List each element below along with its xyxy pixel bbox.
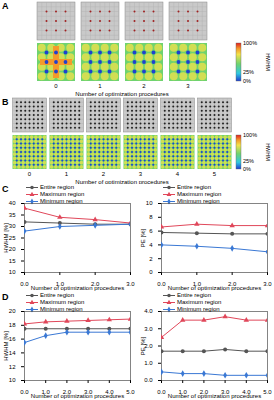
svg-text:Number of optimization procedu: Number of optimization procedures (168, 393, 261, 399)
svg-text:2: 2 (102, 171, 106, 177)
html-text:Entire region: Entire region (40, 184, 74, 190)
svg-text:100%: 100% (243, 132, 257, 138)
svg-text:0: 0 (149, 269, 153, 275)
svg-text:0%: 0% (243, 166, 251, 172)
svg-text:25%: 25% (243, 69, 254, 75)
svg-text:5.0: 5.0 (263, 389, 272, 395)
svg-text:8: 8 (149, 214, 153, 220)
svg-text:Number of optimization procedu: Number of optimization procedures (75, 91, 168, 97)
svg-text:20: 20 (9, 308, 16, 314)
svg-text:3: 3 (186, 83, 190, 89)
svg-text:12: 12 (9, 364, 16, 370)
html-text:Minimum region: Minimum region (177, 198, 220, 204)
svg-text:0.0: 0.0 (20, 281, 29, 287)
svg-text:25: 25 (9, 235, 16, 241)
html-text:Minimum region: Minimum region (40, 198, 83, 204)
svg-text:3.0: 3.0 (144, 326, 153, 332)
html-text:D: D (2, 292, 9, 302)
svg-text:16: 16 (9, 336, 16, 342)
svg-text:3.0: 3.0 (263, 281, 272, 287)
svg-text:Number of optimization procedu: Number of optimization procedures (75, 179, 168, 184)
svg-text:Number of optimization procedu: Number of optimization procedures (31, 393, 124, 399)
svg-text:0.0: 0.0 (144, 377, 153, 383)
html-text:Maximum region: Maximum region (177, 299, 222, 305)
svg-text:3.0: 3.0 (126, 281, 135, 287)
svg-text:25%: 25% (243, 158, 254, 164)
svg-text:HWHM [%]: HWHM [%] (3, 223, 9, 253)
html-text:Maximum region: Maximum region (40, 191, 85, 197)
svg-text:A: A (2, 1, 9, 11)
svg-text:4.0: 4.0 (144, 308, 153, 314)
svg-text:PE [%]: PE [%] (140, 336, 146, 355)
svg-text:HWHM: HWHM (265, 53, 271, 71)
svg-text:10: 10 (9, 269, 16, 275)
svg-text:0.0: 0.0 (157, 281, 166, 287)
svg-text:HWHM [%]: HWHM [%] (3, 331, 9, 361)
svg-text:1: 1 (98, 83, 102, 89)
svg-text:HWHM: HWHM (265, 143, 271, 161)
html-text:Minimum region: Minimum region (40, 306, 83, 312)
svg-text:15: 15 (9, 258, 16, 264)
svg-text:Number of optimization procedu: Number of optimization procedures (31, 285, 124, 291)
svg-text:20: 20 (9, 246, 16, 252)
svg-text:0%: 0% (243, 78, 251, 84)
svg-text:1: 1 (65, 171, 69, 177)
svg-text:100%: 100% (243, 40, 257, 46)
svg-text:4: 4 (149, 242, 153, 248)
html-text:Entire region: Entire region (40, 292, 74, 298)
svg-text:2: 2 (149, 256, 153, 262)
svg-text:0: 0 (54, 83, 58, 89)
svg-text:40: 40 (9, 200, 16, 206)
html-text:C: C (2, 184, 9, 194)
svg-text:0: 0 (28, 171, 32, 177)
svg-text:4: 4 (176, 171, 180, 177)
svg-text:0.0: 0.0 (157, 389, 166, 395)
html-text:Entire region: Entire region (177, 184, 211, 190)
svg-text:1.0: 1.0 (144, 360, 153, 366)
svg-text:30: 30 (9, 223, 16, 229)
svg-text:10: 10 (9, 377, 16, 383)
svg-text:2: 2 (142, 83, 146, 89)
svg-text:14: 14 (9, 350, 16, 356)
svg-text:3: 3 (139, 171, 143, 177)
svg-text:0.0: 0.0 (20, 389, 29, 395)
svg-text:18: 18 (9, 322, 16, 328)
svg-text:5.0: 5.0 (126, 389, 135, 395)
svg-text:B: B (2, 97, 9, 107)
html-text:Minimum region: Minimum region (177, 306, 220, 312)
svg-text:6: 6 (149, 228, 153, 234)
svg-text:10: 10 (146, 200, 153, 206)
svg-text:PE [%]: PE [%] (140, 228, 146, 247)
svg-text:Number of optimization procedu: Number of optimization procedures (168, 285, 261, 291)
svg-text:5: 5 (213, 171, 217, 177)
html-text:Entire region: Entire region (177, 292, 211, 298)
svg-text:35: 35 (9, 212, 16, 218)
html-text:Maximum region: Maximum region (40, 299, 85, 305)
html-text:Maximum region: Maximum region (177, 191, 222, 197)
svg-text:2.0: 2.0 (144, 342, 153, 349)
